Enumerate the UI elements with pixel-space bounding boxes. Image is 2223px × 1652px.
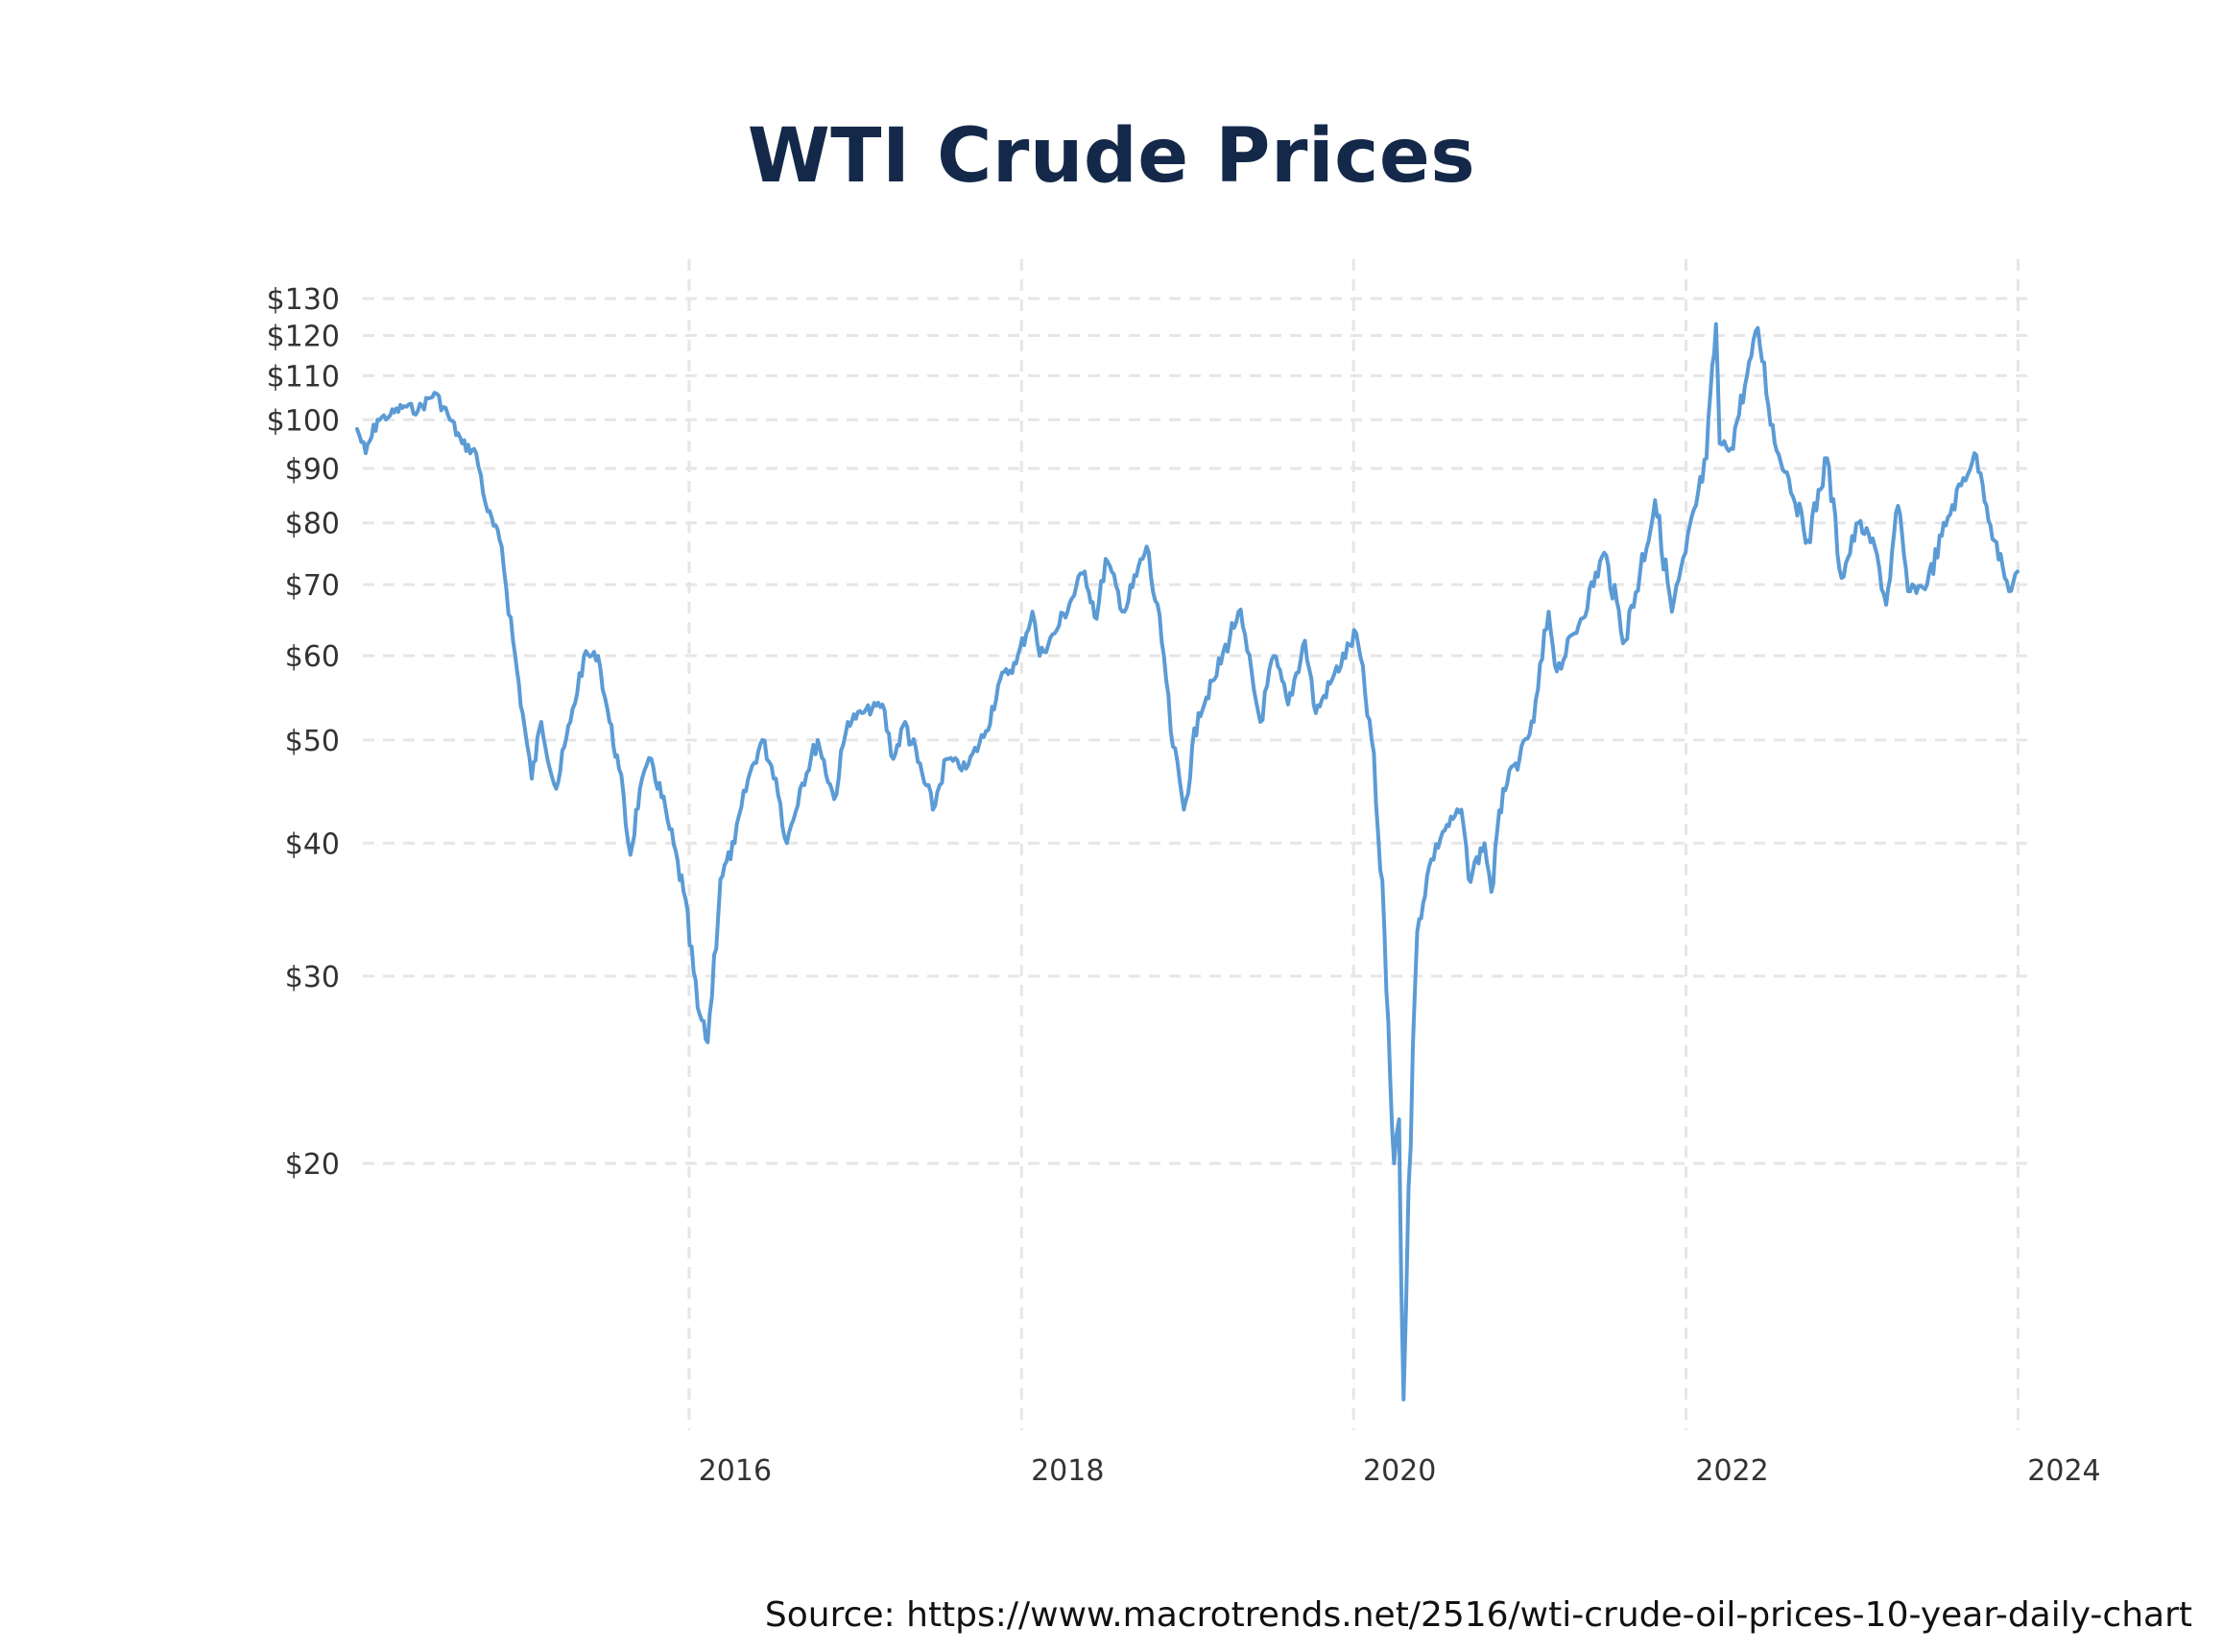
y-tick-label: $20 <box>285 1148 340 1182</box>
x-tick-label: 2016 <box>699 1454 772 1488</box>
price-series-line <box>355 322 2020 1401</box>
x-tick-label: 2018 <box>1031 1454 1104 1488</box>
y-tick-label: $130 <box>267 283 340 317</box>
y-tick-label: $60 <box>285 640 340 674</box>
y-tick-label: $90 <box>285 453 340 487</box>
y-tick-label: $80 <box>285 508 340 541</box>
y-tick-label: $120 <box>267 321 340 354</box>
x-tick-label: 2022 <box>1695 1454 1768 1488</box>
x-tick-label: 2020 <box>1363 1454 1436 1488</box>
grid-layer <box>363 259 2027 1430</box>
y-tick-label: $50 <box>285 725 340 758</box>
y-tick-label: $100 <box>267 404 340 438</box>
y-tick-label: $110 <box>267 360 340 394</box>
source-note: Source: https://www.macrotrends.net/2516… <box>764 1595 2192 1635</box>
chart-title: WTI Crude Prices <box>747 113 1476 200</box>
y-tick-label: $40 <box>285 827 340 861</box>
x-tick-label: 2024 <box>2027 1454 2100 1488</box>
axis-labels: $130 $120 $110 $100 $90 $80 $70 $60 $50 $40 $30 $20… <box>267 283 2101 1488</box>
series-layer <box>355 322 2020 1401</box>
y-tick-label: $30 <box>285 961 340 994</box>
y-tick-label: $70 <box>285 569 340 603</box>
